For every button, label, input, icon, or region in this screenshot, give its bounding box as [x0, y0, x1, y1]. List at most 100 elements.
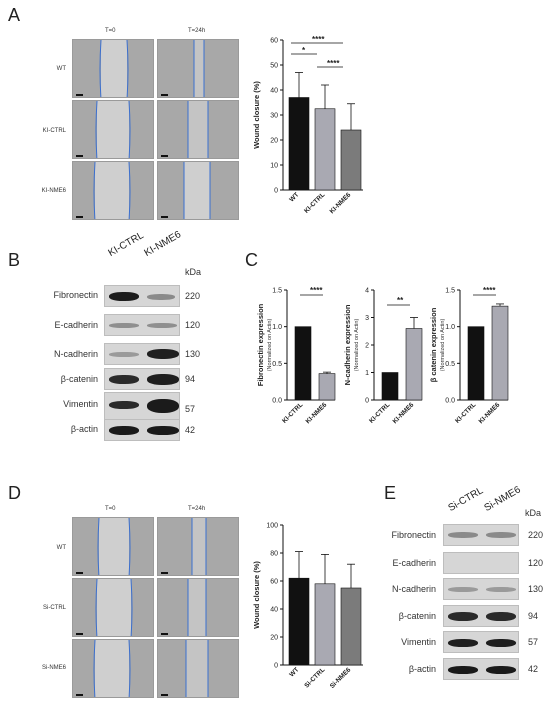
- blot-e-cadherin: [104, 314, 180, 336]
- chart-c-beta-catenin: 0.0 0.5 1.0 1.5 β catenin expression (Normali…: [429, 288, 509, 425]
- sig-a-wt-ki-nme6: ****: [312, 35, 325, 44]
- y-axis-sublabel: (Normalized on Actin): [440, 319, 446, 372]
- micrograph-d-si-nme6-t0: [72, 639, 154, 698]
- kda-e-beta-actin: 42: [528, 664, 539, 674]
- kda-e-fibronectin: 220: [528, 530, 544, 540]
- protein-label-beta-actin: β-actin: [70, 424, 98, 434]
- protein-label-e-e-cadherin: E-cadherin: [392, 558, 436, 568]
- blot-n-cadherin: [104, 343, 180, 365]
- blot-lane-label-ki-ctrl: KI-CTRL: [106, 230, 146, 259]
- x-tick-label: KI-NME6: [392, 401, 416, 425]
- chart-c-fibronectin: 0.0 0.5 1.0 1.5 Fibronectin expression (Norma…: [256, 288, 336, 425]
- protein-label-beta-catenin: β-catenin: [60, 374, 98, 384]
- protein-label-e-vimentin: Vimentin: [401, 637, 436, 647]
- x-tick-label: KI-CTRL: [454, 401, 477, 424]
- micrograph-d-si-ctrl-t24: [157, 578, 239, 637]
- kda-n-cadherin: 130: [185, 349, 201, 359]
- y-tick-label: 1.0: [272, 324, 282, 331]
- x-tick-label: WT: [288, 191, 300, 203]
- row-label-d-si-nme6: Si-NME6: [41, 665, 66, 671]
- sig-c-fibronectin: ****: [310, 286, 323, 295]
- protein-label-e-beta-catenin: β-catenin: [398, 611, 436, 621]
- kda-e-e-cadherin: 120: [528, 558, 544, 568]
- bar: [381, 372, 399, 401]
- row-label-ki-nme6: KI-NME6: [41, 188, 66, 194]
- x-tick-label: Si-CTRL: [303, 666, 326, 689]
- blot-lane-label-si-nme6: Si-NME6: [482, 484, 523, 514]
- row-label-ki-ctrl: KI-CTRL: [42, 128, 66, 134]
- chart-c-n-cadherin: 0 1 2 3 4 N-cadherin expression (Normalized on…: [343, 288, 423, 425]
- panel-letter-d: D: [8, 483, 21, 503]
- y-tick-label: 20: [270, 138, 278, 145]
- time-label-d-t0: T=0: [105, 506, 116, 512]
- y-axis-sublabel: (Normalized on Actin): [354, 319, 360, 372]
- bar: [318, 373, 336, 401]
- blot-e-e-cadherin: [443, 552, 519, 574]
- sig-a-ki-ctrl-ki-nme6: ****: [327, 59, 340, 68]
- panel-letter-b: B: [8, 250, 21, 270]
- bar: [288, 97, 310, 191]
- bar: [340, 587, 362, 666]
- kda-fibronectin: 220: [185, 291, 201, 301]
- y-axis-label: β catenin expression: [429, 307, 438, 382]
- x-tick-label: KI-CTRL: [368, 401, 391, 424]
- blot-lane-label-si-ctrl: Si-CTRL: [446, 485, 486, 514]
- bar: [288, 577, 310, 666]
- micrograph-ki-ctrl-t0: [72, 100, 154, 159]
- blot-fibronectin: [104, 285, 180, 307]
- y-tick-label: 1.5: [272, 288, 282, 295]
- x-tick-label: Si-NME6: [329, 666, 353, 690]
- micrograph-d-wt-t0: [72, 517, 154, 576]
- y-tick-label: 0.0: [445, 398, 455, 405]
- time-label-t24: T=24h: [188, 28, 206, 34]
- protein-label-e-cadherin: E-cadherin: [54, 320, 98, 330]
- y-tick-label: 0: [274, 188, 278, 195]
- blot-e-beta-actin: [443, 658, 519, 680]
- time-label-d-t24: T=24h: [188, 506, 206, 512]
- blot-e-n-cadherin: [443, 578, 519, 600]
- kda-label-b: kDa: [185, 267, 202, 277]
- kda-e-beta-catenin: 94: [528, 611, 539, 621]
- kda-beta-actin: 42: [185, 425, 196, 435]
- y-tick-label: 40: [270, 607, 278, 614]
- x-tick-label: KI-CTRL: [303, 191, 326, 214]
- x-tick-label: KI-NME6: [329, 191, 353, 215]
- y-axis-label: Fibronectin expression: [256, 303, 265, 386]
- x-tick-label: KI-CTRL: [281, 401, 304, 424]
- bar: [340, 129, 362, 191]
- bar: [405, 328, 423, 401]
- y-axis-label: N-cadherin expression: [343, 304, 352, 385]
- kda-e-cadherin: 120: [185, 320, 201, 330]
- blot-beta-actin: [104, 419, 180, 441]
- y-tick-label: 100: [266, 523, 278, 530]
- y-tick-label: 50: [270, 63, 278, 70]
- micrograph-d-si-nme6-t24: [157, 639, 239, 698]
- y-tick-label: 0: [365, 398, 369, 405]
- kda-beta-catenin: 94: [185, 374, 196, 384]
- micrograph-d-si-ctrl-t0: [72, 578, 154, 637]
- y-tick-label: 40: [270, 88, 278, 95]
- micrograph-wt-t24: [157, 39, 239, 98]
- y-tick-label: 1.0: [445, 324, 455, 331]
- protein-label-e-n-cadherin: N-cadherin: [391, 584, 436, 594]
- y-tick-label: 60: [270, 38, 278, 45]
- y-tick-label: 4: [365, 288, 369, 295]
- sig-c-beta-catenin: ****: [483, 286, 496, 295]
- row-label-d-wt: WT: [56, 545, 66, 551]
- y-axis-label: Wound closure (%): [252, 561, 261, 629]
- bar: [314, 583, 336, 666]
- x-tick-label: KI-NME6: [478, 401, 502, 425]
- protein-label-e-fibronectin: Fibronectin: [391, 530, 436, 540]
- y-tick-label: 80: [270, 551, 278, 558]
- y-tick-label: 1: [365, 370, 369, 377]
- blot-vimentin: [104, 392, 180, 422]
- y-axis-label: Wound closure (%): [252, 81, 261, 149]
- y-axis-sublabel: (Normalized on Actin): [267, 319, 273, 372]
- blot-lane-label-ki-nme6: KI-NME6: [142, 229, 184, 259]
- sig-a-brackets: [291, 42, 343, 68]
- y-tick-label: 0.5: [272, 361, 282, 368]
- y-tick-label: 10: [270, 163, 278, 170]
- protein-label-e-beta-actin: β-actin: [408, 664, 436, 674]
- y-tick-label: 60: [270, 579, 278, 586]
- protein-label-n-cadherin: N-cadherin: [53, 349, 98, 359]
